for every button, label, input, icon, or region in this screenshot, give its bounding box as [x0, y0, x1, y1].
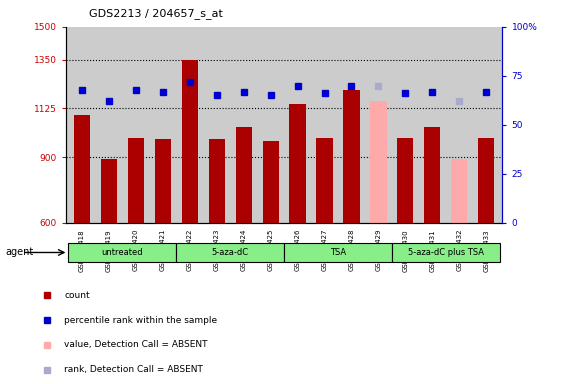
Bar — [343, 90, 360, 223]
Bar — [451, 159, 468, 223]
Text: rank, Detection Call = ABSENT: rank, Detection Call = ABSENT — [65, 365, 203, 374]
Text: count: count — [65, 291, 90, 300]
Bar — [478, 138, 494, 223]
Bar — [371, 101, 387, 223]
Bar — [424, 127, 440, 223]
Bar — [74, 115, 90, 223]
Bar — [128, 138, 144, 223]
Bar — [397, 138, 413, 223]
Bar — [69, 243, 176, 262]
Bar — [208, 139, 225, 223]
Bar — [289, 104, 305, 223]
Text: TSA: TSA — [330, 248, 346, 257]
Text: value, Detection Call = ABSENT: value, Detection Call = ABSENT — [65, 340, 208, 349]
Text: GDS2213 / 204657_s_at: GDS2213 / 204657_s_at — [89, 8, 222, 19]
Bar — [284, 243, 392, 262]
Text: 5-aza-dC: 5-aza-dC — [212, 248, 249, 257]
Bar — [155, 139, 171, 223]
Bar — [100, 159, 117, 223]
Bar — [235, 127, 252, 223]
Bar — [392, 243, 500, 262]
Text: agent: agent — [6, 247, 34, 258]
Bar — [176, 243, 284, 262]
Text: percentile rank within the sample: percentile rank within the sample — [65, 316, 218, 324]
Text: untreated: untreated — [102, 248, 143, 257]
Bar — [182, 60, 198, 223]
Bar — [316, 138, 332, 223]
Text: 5-aza-dC plus TSA: 5-aza-dC plus TSA — [408, 248, 484, 257]
Bar — [263, 141, 279, 223]
